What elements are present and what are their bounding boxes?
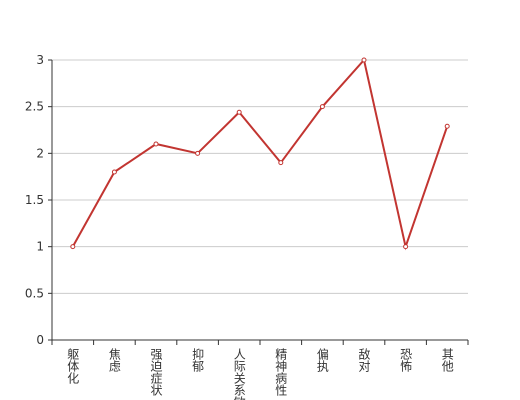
line <box>71 57 449 251</box>
y-tick-label: 3 <box>36 53 44 67</box>
x-tick-label: 人际关系敏感 <box>232 348 246 400</box>
y-tick-label: 1.5 <box>25 193 44 207</box>
y-tick-label: 0.5 <box>25 286 44 300</box>
x-tick-label: 敌对 <box>357 347 371 372</box>
x-tick-label: 恐怖 <box>399 348 413 372</box>
x-tick-label: 焦虑 <box>107 348 121 372</box>
x-tick-label: 精神病性 <box>274 348 288 397</box>
y-tick-label: 2.5 <box>25 100 44 114</box>
x-tick-label: 其他 <box>440 348 454 372</box>
point <box>111 169 117 175</box>
y-tick-label: 1 <box>36 240 44 254</box>
y-tick-label: 2 <box>36 146 44 160</box>
point <box>361 57 367 63</box>
point <box>403 244 409 250</box>
point <box>278 160 284 166</box>
x-tick-label: 强迫症状 <box>149 348 163 396</box>
x-tick-label: 偏执 <box>315 347 329 373</box>
point <box>444 123 450 129</box>
point <box>153 141 159 147</box>
point <box>319 104 325 110</box>
x-tick-label: 抑郁 <box>191 347 205 373</box>
point <box>70 244 76 250</box>
point <box>195 150 201 156</box>
point <box>236 109 242 115</box>
x-tick-label: 躯体化 <box>66 347 80 385</box>
y-tick-label: 0 <box>36 333 44 347</box>
